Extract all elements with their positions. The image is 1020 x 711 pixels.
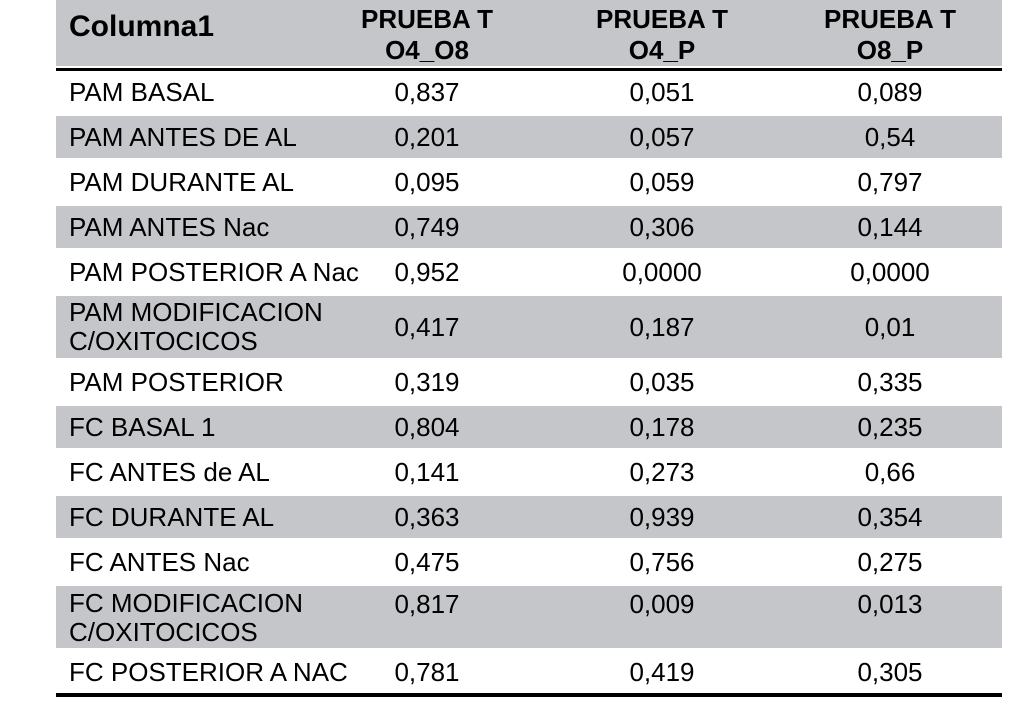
cell-value: 0,01 [864, 311, 916, 342]
prueba-t-table: Columna1 PRUEBA T O4_O8 PRUEBA T O4_P PR… [56, 0, 1002, 697]
row-label: FC MODIFICACION C/OXITOCICOS [69, 588, 303, 647]
cell-value: 0,952 [394, 256, 460, 287]
table-row: PAM POSTERIOR 0,319 0,035 0,335 [56, 361, 1002, 403]
table-header-row: Columna1 PRUEBA T O4_O8 PRUEBA T O4_P PR… [56, 0, 1002, 66]
row-label: FC ANTES Nac [69, 546, 250, 577]
table-row: PAM MODIFICACION C/OXITOCICOS 0,417 0,18… [56, 296, 1002, 358]
cell-value: 0,141 [394, 456, 460, 487]
row-label: PAM ANTES DE AL [69, 121, 297, 152]
cell-value: 0,781 [394, 656, 460, 687]
table-row: PAM ANTES DE AL 0,201 0,057 0,54 [56, 116, 1002, 158]
cell-value: 0,363 [394, 501, 460, 532]
table-row: FC POSTERIOR A NAC 0,781 0,419 0,305 [56, 651, 1002, 693]
cell-value: 0,54 [864, 121, 916, 152]
cell-value: 0,051 [629, 76, 695, 107]
cell-value: 0,417 [394, 311, 460, 342]
cell-value: 0,939 [629, 501, 695, 532]
cell-value: 0,319 [394, 366, 460, 397]
table-body: PAM BASAL 0,837 0,051 0,089 PAM ANTES DE… [56, 71, 1002, 693]
column-header-prueba-t-o4-o8: PRUEBA T O4_O8 [361, 4, 493, 66]
row-label: PAM POSTERIOR [69, 366, 284, 397]
cell-value: 0,756 [629, 546, 695, 577]
cell-value: 0,817 [394, 589, 460, 619]
table-row: FC ANTES de AL 0,141 0,273 0,66 [56, 451, 1002, 493]
row-label: PAM POSTERIOR A Nac [69, 256, 359, 287]
cell-value: 0,837 [394, 76, 460, 107]
table-row: FC MODIFICACION C/OXITOCICOS 0,817 0,009… [56, 586, 1002, 648]
table-row: FC BASAL 1 0,804 0,178 0,235 [56, 406, 1002, 448]
row-label: PAM ANTES Nac [69, 211, 270, 242]
table-row: PAM POSTERIOR A Nac 0,952 0,0000 0,0000 [56, 251, 1002, 293]
cell-value: 0,475 [394, 546, 460, 577]
table-row: PAM BASAL 0,837 0,051 0,089 [56, 71, 1002, 113]
cell-value: 0,089 [857, 76, 923, 107]
row-label: PAM BASAL [69, 76, 215, 107]
header-rule [56, 68, 1002, 71]
column-header-columna1: Columna1 [69, 10, 215, 43]
cell-value: 0,059 [629, 166, 695, 197]
cell-value: 0,749 [394, 211, 460, 242]
cell-value: 0,275 [857, 546, 923, 577]
table-row: FC ANTES Nac 0,475 0,756 0,275 [56, 541, 1002, 583]
cell-value: 0,273 [629, 456, 695, 487]
row-label: PAM MODIFICACION C/OXITOCICOS [69, 297, 323, 356]
bottom-rule [56, 693, 1002, 697]
cell-value: 0,009 [629, 589, 695, 619]
row-label: FC ANTES de AL [69, 456, 270, 487]
row-label: PAM DURANTE AL [69, 166, 294, 197]
cell-value: 0,804 [394, 411, 460, 442]
cell-value: 0,013 [857, 589, 923, 619]
table-row: PAM DURANTE AL 0,095 0,059 0,797 [56, 161, 1002, 203]
cell-value: 0,235 [857, 411, 923, 442]
cell-value: 0,187 [629, 311, 695, 342]
cell-value: 0,335 [857, 366, 923, 397]
table-row: FC DURANTE AL 0,363 0,939 0,354 [56, 496, 1002, 538]
cell-value: 0,178 [629, 411, 695, 442]
cell-value: 0,057 [629, 121, 695, 152]
row-label: FC POSTERIOR A NAC [69, 656, 348, 687]
cell-value: 0,144 [857, 211, 923, 242]
table-row: PAM ANTES Nac 0,749 0,306 0,144 [56, 206, 1002, 248]
cell-value: 0,306 [629, 211, 695, 242]
cell-value: 0,419 [629, 656, 695, 687]
cell-value: 0,66 [864, 456, 916, 487]
cell-value: 0,305 [857, 656, 923, 687]
column-header-prueba-t-o4-p: PRUEBA T O4_P [596, 4, 728, 66]
cell-value: 0,0000 [622, 256, 702, 287]
cell-value: 0,0000 [850, 256, 930, 287]
cell-value: 0,035 [629, 366, 695, 397]
cell-value: 0,354 [857, 501, 923, 532]
column-header-prueba-t-o8-p: PRUEBA T O8_P [824, 4, 956, 66]
cell-value: 0,201 [394, 121, 460, 152]
row-label: FC BASAL 1 [69, 411, 216, 442]
row-label: FC DURANTE AL [69, 501, 275, 532]
cell-value: 0,797 [857, 166, 923, 197]
cell-value: 0,095 [394, 166, 460, 197]
